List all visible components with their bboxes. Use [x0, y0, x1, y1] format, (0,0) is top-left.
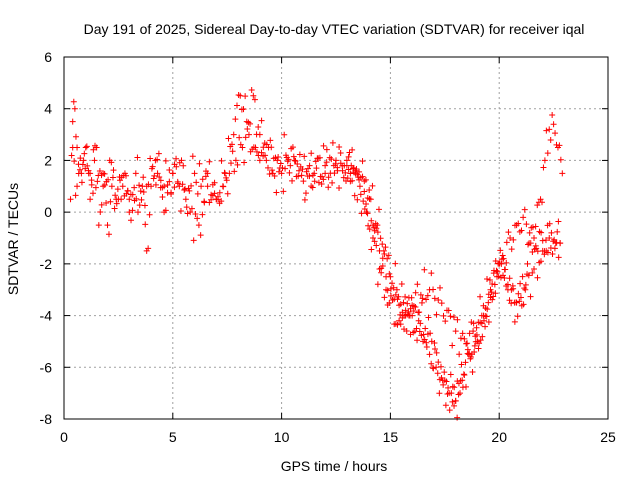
y-tick-label: 2: [44, 152, 52, 168]
chart-title: Day 191 of 2025, Sidereal Day-to-day VTE…: [84, 21, 585, 37]
series-track-c: [343, 146, 564, 358]
tick-marks: [63, 56, 609, 420]
x-tick-label: 15: [383, 429, 399, 445]
x-tick-label: 5: [169, 429, 177, 445]
series-track-a: [67, 98, 564, 421]
grid: [64, 57, 608, 419]
y-tick-label: -4: [40, 308, 53, 324]
x-tick-label: 25: [600, 429, 616, 445]
series-track-b: [69, 86, 566, 409]
x-tick-label: 20: [491, 429, 507, 445]
y-tick-label: 4: [44, 101, 52, 117]
y-tick-label: -6: [40, 359, 53, 375]
tick-labels: 0 5 10 15 20 25 -8 -6 -4 -2 0 2 4 6: [40, 49, 616, 445]
x-tick-label: 10: [274, 429, 290, 445]
plus-marks: [67, 98, 564, 421]
y-tick-label: 6: [44, 49, 52, 65]
y-tick-label: 0: [44, 204, 52, 220]
y-tick-label: -2: [40, 256, 53, 272]
x-axis-label: GPS time / hours: [281, 458, 388, 474]
x-tick-label: 0: [60, 429, 68, 445]
plot-frame: [63, 56, 609, 420]
data-points: [67, 86, 566, 421]
y-axis-label: SDTVAR / TECUs: [5, 183, 21, 295]
y-tick-label: -8: [40, 411, 53, 427]
plus-marks: [69, 86, 566, 409]
